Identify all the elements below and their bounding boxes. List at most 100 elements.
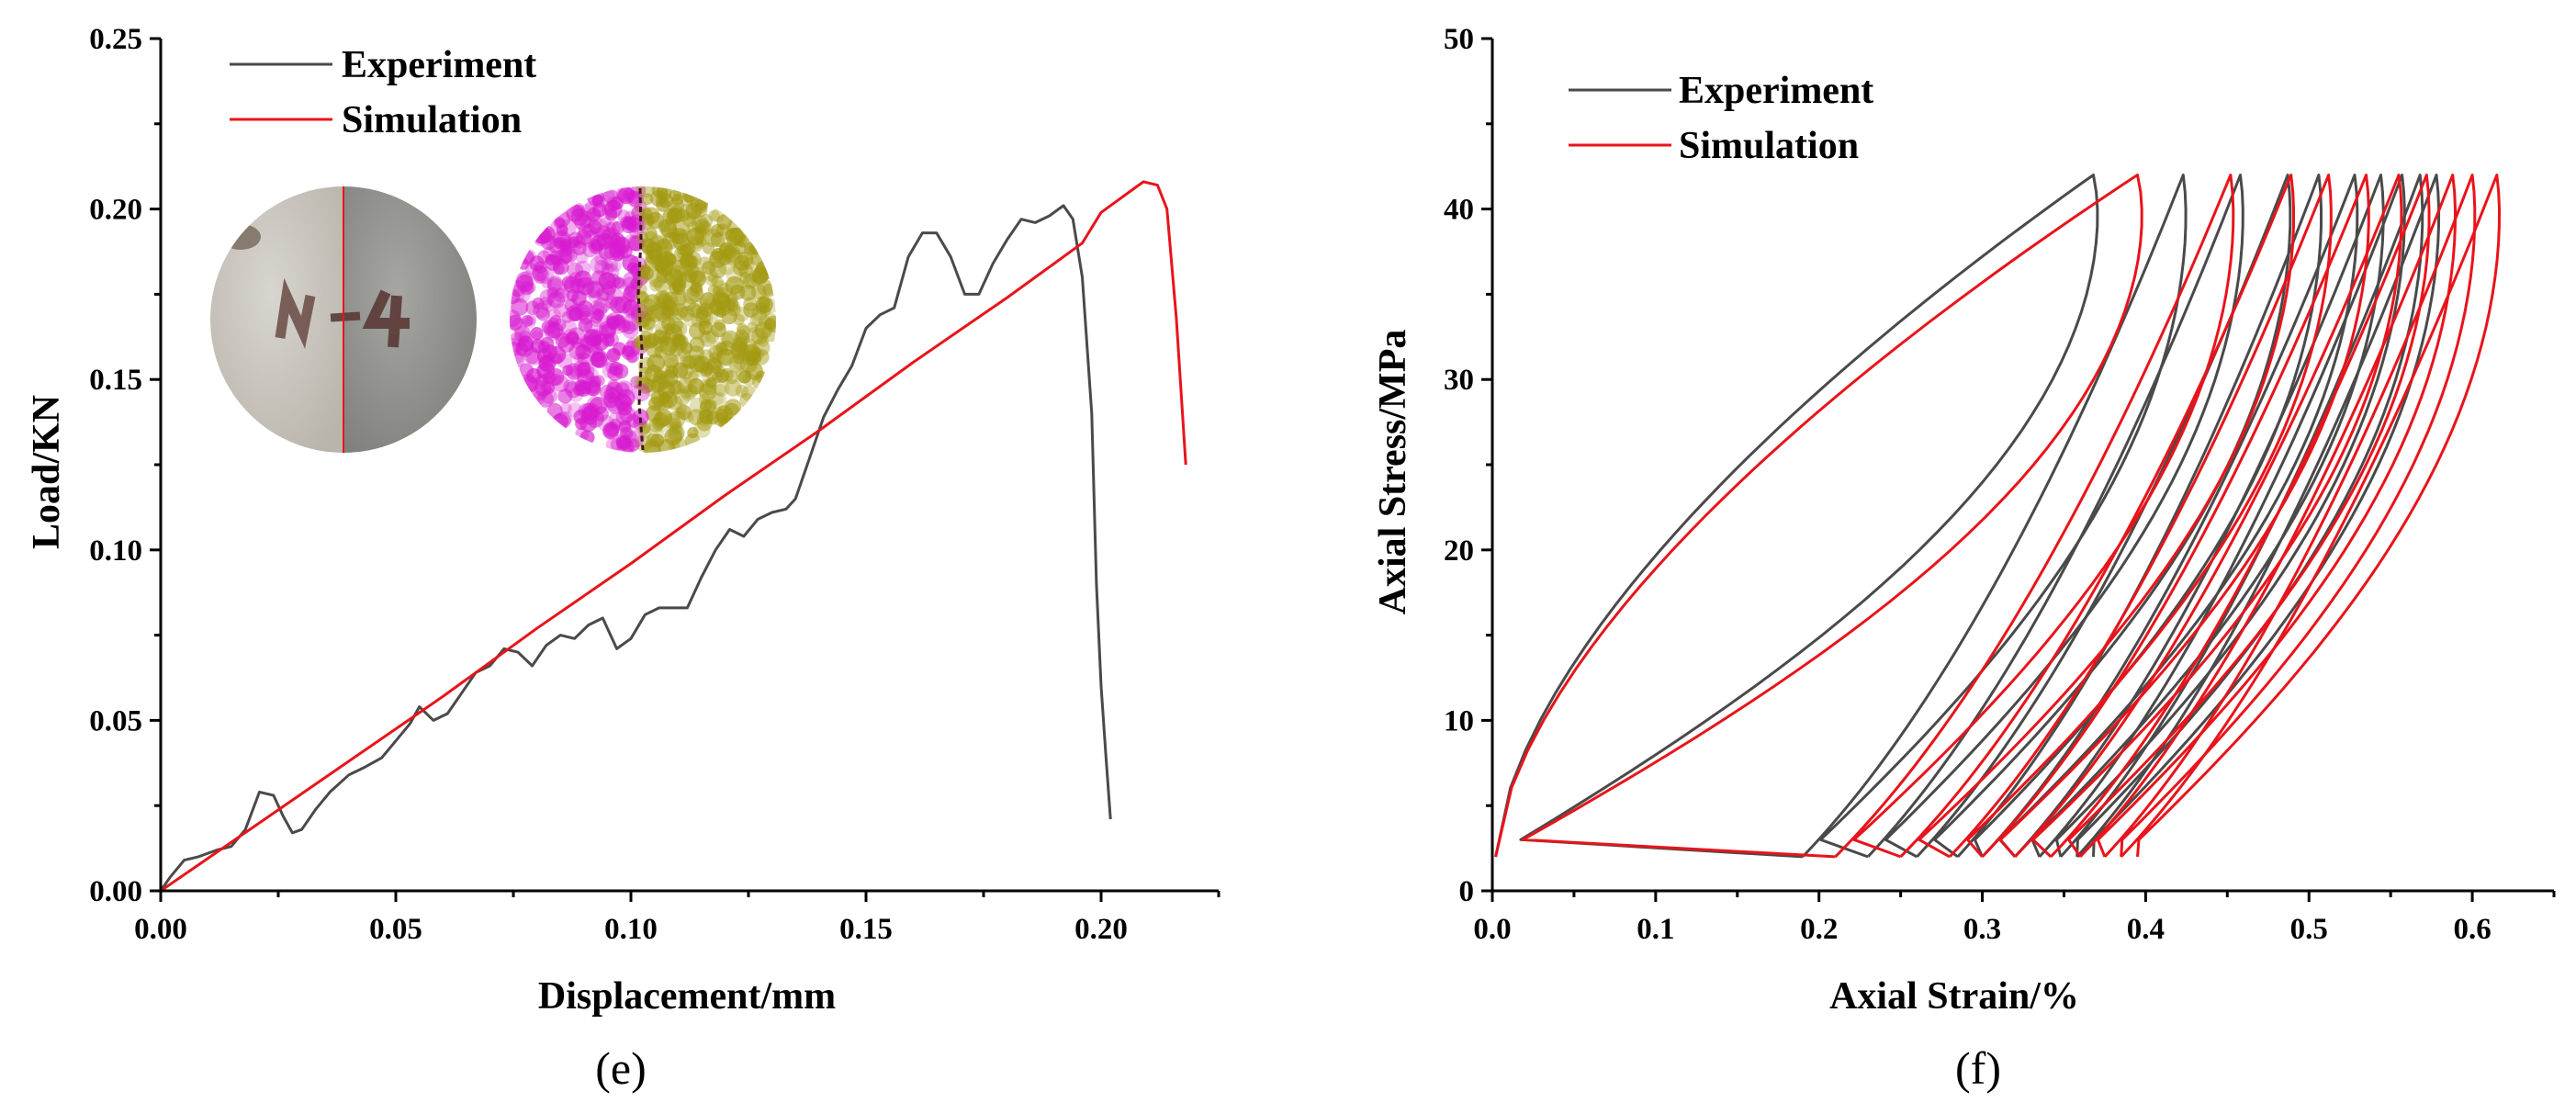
chart-f-x-tick-label: 0.2 (1800, 913, 1838, 946)
dem-particle (751, 306, 768, 321)
dem-particle (725, 379, 742, 397)
dem-particle (762, 283, 776, 298)
dem-particle (578, 317, 593, 332)
dem-particle (624, 210, 636, 223)
dem-particle (647, 428, 666, 446)
chart-e-x-tick-label: 0.10 (604, 913, 658, 946)
dem-particle (533, 385, 548, 400)
dem-particle (635, 304, 653, 323)
chart-f-axes: 0.0 0.1 0.2 0.3 0.4 0.5 0.6 0 10 20 30 40 50 (1444, 23, 2556, 946)
dem-particle (695, 306, 709, 320)
dem-particle (655, 289, 673, 309)
dem-particle (649, 278, 662, 292)
chart-e-y-tick-label: 0.10 (89, 534, 142, 568)
dem-particle (606, 316, 620, 331)
dem-particle (747, 321, 759, 333)
chart-e-x-tick-label: 0.00 (134, 913, 187, 946)
dem-particle (541, 320, 557, 334)
dem-particle (536, 390, 555, 408)
chart-e-y-axis-title: Load/KN (26, 395, 68, 549)
dem-particle (588, 238, 604, 254)
legend-experiment-label: Experiment (342, 44, 536, 86)
dem-particle (510, 314, 523, 331)
dem-particle (510, 288, 521, 305)
dem-particle (519, 250, 534, 265)
dem-particle (537, 250, 551, 264)
dem-particle (560, 320, 578, 336)
dem-particle (578, 223, 594, 240)
dem-particle (534, 271, 546, 284)
series-simulation-cycle (2014, 174, 2403, 858)
dem-particle (645, 365, 663, 383)
dem-particle (610, 260, 622, 272)
dem-particle (557, 335, 576, 353)
dem-particle (715, 306, 727, 318)
dem-particle (686, 385, 699, 397)
dem-particle (566, 204, 584, 222)
dem-particle (606, 347, 621, 363)
dem-particle (520, 270, 534, 284)
legend-experiment-label: Experiment (1679, 70, 1873, 112)
dem-particle (706, 357, 723, 374)
dem-particle (617, 209, 631, 223)
dem-particle (661, 307, 675, 321)
dem-particle (674, 407, 686, 419)
dem-particle (679, 306, 695, 322)
dem-particle (671, 303, 689, 321)
dem-particle (651, 375, 669, 393)
dem-particle (658, 219, 671, 232)
dem-particle (535, 307, 550, 321)
dem-particle (746, 326, 765, 345)
dem-particle (545, 253, 557, 266)
dem-particle (622, 299, 641, 319)
chart-e: 0.00 0.05 0.10 0.15 0.20 0.00 0.05 0.10 0.15 0.20… (26, 23, 1221, 1094)
dem-particle (661, 291, 679, 309)
dem-particle (669, 343, 684, 357)
dem-particle (726, 276, 744, 295)
dem-particle (613, 276, 624, 289)
dem-particle (554, 318, 567, 331)
dem-particle (591, 194, 603, 206)
dem-particle (568, 307, 583, 322)
dem-particle (710, 224, 725, 238)
dem-particle (544, 323, 561, 342)
dem-particle (688, 409, 704, 425)
dem-particle (646, 433, 661, 448)
dem-particle (622, 344, 634, 357)
dem-particle (744, 242, 758, 255)
dem-particle (596, 287, 610, 302)
dem-particle (546, 235, 563, 253)
dem-particle (548, 239, 564, 254)
dem-particle (582, 281, 600, 298)
dem-particle (658, 291, 671, 306)
dem-particle (591, 223, 605, 238)
dem-particle (530, 331, 545, 345)
dem-particle (577, 362, 591, 376)
dem-particle (708, 209, 720, 222)
dem-particle (646, 342, 663, 358)
dem-particle (644, 379, 662, 398)
dem-particle (735, 306, 750, 322)
dem-particle (682, 287, 701, 305)
dem-particle (688, 354, 706, 373)
chart-f-x-tick-label: 0.3 (1963, 913, 2001, 946)
dem-particle (656, 293, 672, 309)
dem-particle (659, 390, 678, 409)
dem-particle (674, 388, 691, 406)
dem-particle (674, 293, 686, 305)
dem-particle (542, 246, 557, 261)
dem-particle (735, 329, 749, 344)
chart-f-x-tick-label: 0.6 (2453, 913, 2491, 946)
dem-particle (613, 364, 629, 379)
dem-particle (602, 422, 619, 438)
dem-particle (655, 194, 669, 208)
series-simulation-line (160, 180, 1187, 893)
dem-particle (672, 219, 691, 238)
dem-particle (664, 413, 681, 430)
dem-particle (622, 276, 638, 293)
dem-particle (694, 219, 711, 235)
dem-particle (644, 227, 658, 241)
dem-particle (650, 190, 667, 207)
dem-particle (678, 270, 696, 288)
dem-particle (543, 382, 556, 394)
